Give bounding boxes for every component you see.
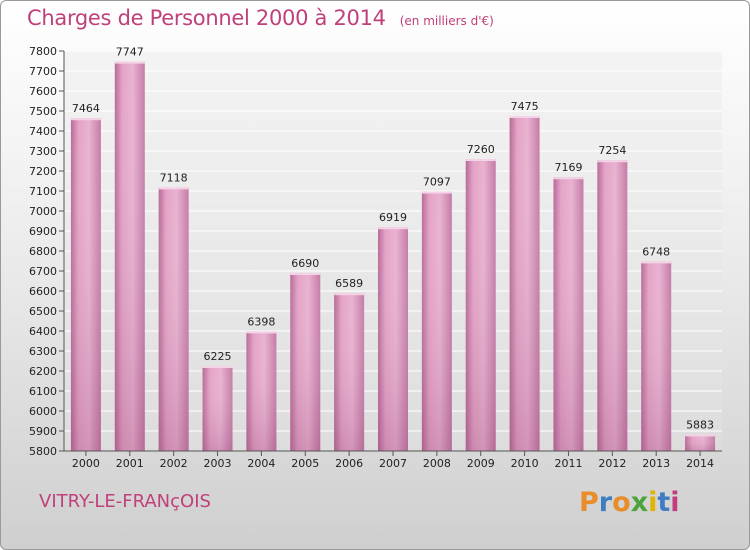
x-tick-label: 2014 [686,457,714,470]
y-tick-label: 7600 [29,85,57,98]
bar-value-label: 6690 [291,257,319,270]
y-tick-label: 6400 [29,325,57,338]
bar-shade [114,61,145,451]
x-tick-label: 2003 [204,457,232,470]
bar-top [421,191,452,194]
x-tick-label: 2010 [511,457,539,470]
bar-top [378,227,408,230]
bar-shade [421,191,452,451]
x-tick-label: 2013 [642,457,670,470]
bar-top [641,261,672,264]
y-tick-label: 6600 [29,285,57,298]
bar-value-label: 7464 [72,102,100,115]
bar-value-label: 7097 [423,176,451,189]
y-tick-label: 6700 [29,265,57,278]
y-tick-label: 7300 [29,145,57,158]
bar-top [158,187,189,190]
x-tick-label: 2006 [335,457,363,470]
y-tick-label: 5900 [29,425,57,438]
x-tick-label: 2000 [72,457,100,470]
y-tick-label: 6100 [29,385,57,398]
bar-top [70,118,101,121]
x-tick-label: 2009 [467,457,495,470]
y-tick-label: 6000 [29,405,57,418]
proxiti-logo: Proxiti [579,487,680,518]
logo-letter: i [670,487,680,518]
commune-name: VITRY-LE-FRANçOIS [39,491,211,512]
bar-shade [290,273,321,451]
x-tick-label: 2011 [554,457,582,470]
unit-label: (en milliers d'€) [399,14,494,28]
logo-letter: P [579,487,599,518]
bar-value-label: 6589 [335,277,363,290]
x-tick-label: 2002 [160,457,188,470]
title-text: Charges de Personnel 2000 à 2014 [27,6,386,30]
bar-shade [246,331,277,451]
logo-letter: o [612,487,631,518]
y-axis: 5800 5900 6000 6100 6200 6300 6400 6500 6600 6700… [29,45,65,458]
bar-value-label: 5883 [686,418,714,431]
bar-value-label: 7118 [160,171,188,184]
bar-top [246,331,277,334]
bar-top [202,366,233,368]
bars: 7464 7747 7118 6225 6398 6690 6589 6919 7097 7260… [70,46,716,451]
bar-top [334,293,365,296]
x-tick-label: 2004 [247,457,275,470]
y-tick-label: 7800 [29,45,57,58]
bar-top [685,434,716,437]
y-tick-label: 7400 [29,125,57,138]
bar-value-label: 6748 [642,245,670,258]
x-tick-label: 2005 [291,457,319,470]
bar-value-label: 7260 [467,143,495,156]
bar-shade [509,116,540,451]
y-tick-label: 5800 [29,445,57,458]
y-tick-label: 7500 [29,105,57,118]
y-tick-label: 7100 [29,185,57,198]
bar-value-label: 6398 [247,315,275,328]
bar-top [114,61,145,64]
bar-value-label: 6225 [204,350,232,363]
bar-shade [202,366,233,451]
bar-value-label: 7254 [598,144,626,157]
y-tick-label: 7200 [29,165,57,178]
y-tick-label: 6300 [29,345,57,358]
bar-top [553,177,584,180]
y-tick-label: 7700 [29,65,57,78]
bar-shade [465,159,496,451]
bar-shade [685,434,716,451]
bar-top [509,116,540,118]
x-tick-label: 2008 [423,457,451,470]
bar-shade [378,227,408,451]
x-tick-label: 2007 [379,457,407,470]
chart-title: Charges de Personnel 2000 à 2014 (en mill… [27,6,494,30]
logo-letter: i [648,487,658,518]
bar-value-label: 7747 [116,46,144,59]
y-tick-label: 6800 [29,245,57,258]
bar-top [597,160,628,163]
bar-shade [334,293,365,451]
logo-letter: x [630,487,649,518]
y-tick-label: 7000 [29,205,57,218]
x-tick-label: 2001 [116,457,144,470]
bar-top [290,273,321,275]
y-tick-label: 6900 [29,225,57,238]
y-tick-label: 6500 [29,305,57,318]
y-tick-label: 6200 [29,365,57,378]
bar-value-label: 7169 [554,161,582,174]
x-axis: 2000 2001 2002 2003 2004 2005 2006 2007 2008 2009… [64,450,722,470]
bar-shade [553,177,584,451]
bar-shade [70,118,101,451]
bar-shade [641,261,672,451]
bar-shade [597,160,628,451]
bar-value-label: 6919 [379,211,407,224]
logo-letter: r [598,487,613,518]
logo-letter: t [657,487,671,518]
bar-shade [158,187,189,451]
bar-top [465,159,496,161]
bar-value-label: 7475 [511,100,539,113]
x-tick-label: 2012 [598,457,626,470]
